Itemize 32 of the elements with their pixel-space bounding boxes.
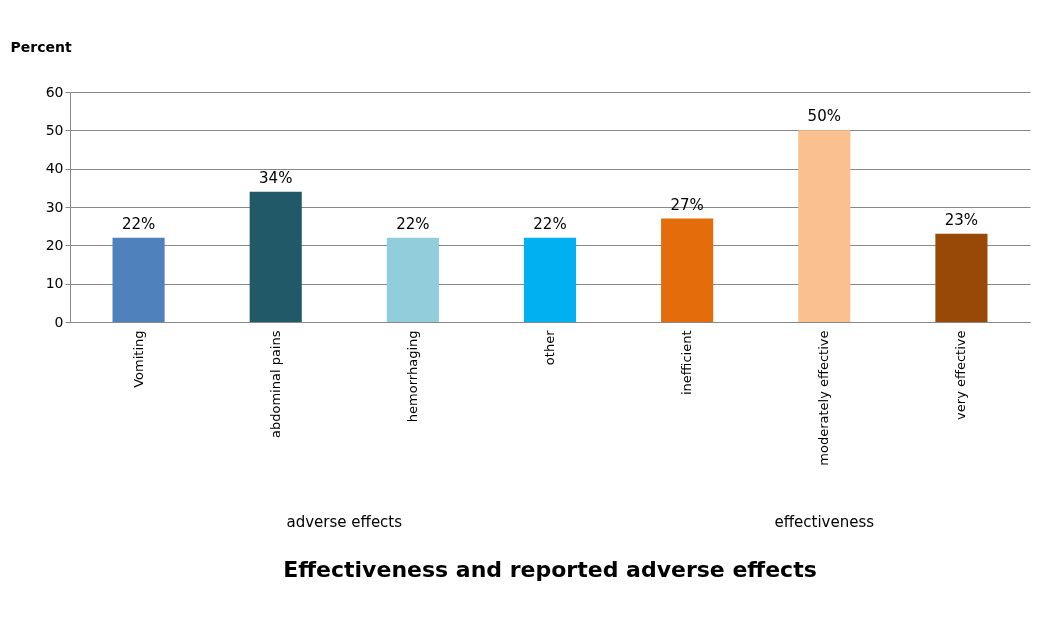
y-tick-label: 40 (45, 160, 64, 177)
bar (935, 233, 988, 322)
x-tick-label: hemorrhaging (404, 330, 420, 423)
bar (661, 218, 714, 322)
data-label: 23% (944, 210, 979, 229)
data-label: 22% (121, 214, 156, 233)
bar (386, 237, 439, 322)
bar (798, 130, 851, 322)
text: effectiveness (774, 513, 875, 531)
data-label: 27% (670, 195, 704, 214)
x-tick-label: very effective (953, 330, 969, 420)
x-tick-label: inefficient (679, 330, 695, 396)
y-axis-title: Percent (10, 38, 72, 55)
y-tick-label: 0 (54, 313, 64, 330)
y-tick-label: 20 (45, 236, 64, 253)
bar (523, 237, 577, 322)
x-tick-label: abdominal pains (267, 330, 283, 438)
data-label: 22% (533, 214, 567, 233)
y-tick-label: 30 (45, 198, 64, 215)
y-tick-label: 60 (45, 83, 64, 100)
x-tick-label: moderately effective (816, 330, 832, 466)
x-tick-label: Vomiting (130, 330, 146, 388)
y-tick-label: 50 (45, 121, 64, 138)
data-label: 50% (807, 107, 841, 126)
data-label: 22% (396, 214, 430, 233)
x-tick-label: other (542, 329, 557, 366)
text: Effectiveness and reported adverse effects (283, 557, 817, 582)
bar (249, 191, 302, 322)
bar (112, 237, 165, 322)
data-label: 34% (259, 168, 293, 187)
text: adverse effects (286, 513, 403, 531)
y-tick-label: 10 (45, 275, 64, 292)
